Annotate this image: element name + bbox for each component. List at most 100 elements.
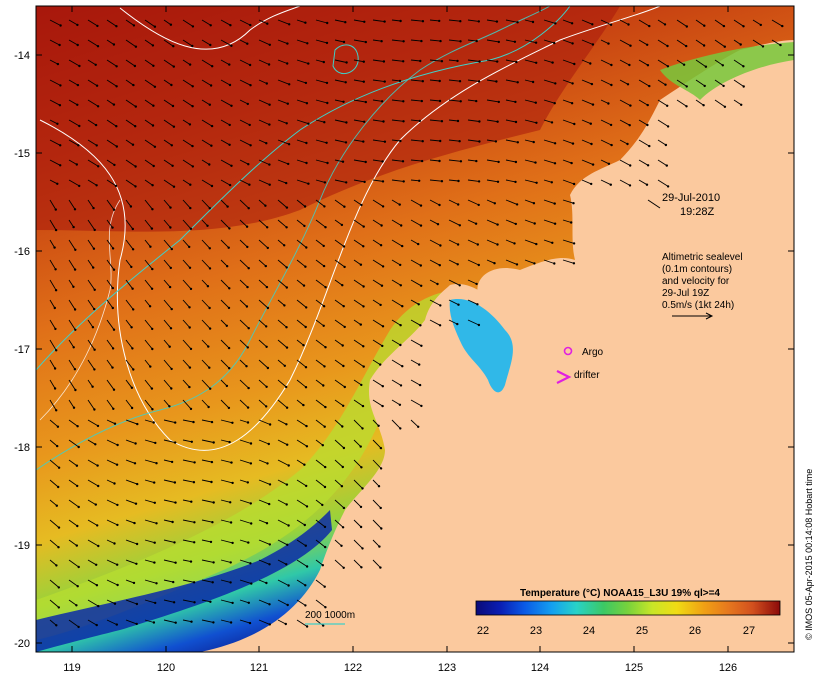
velocity-arrow	[334, 259, 345, 268]
velocity-arrow-head	[704, 65, 708, 68]
velocity-arrow-head	[323, 181, 327, 184]
velocity-arrow	[49, 119, 58, 125]
velocity-arrow-head	[191, 165, 194, 168]
velocity-arrow-head	[304, 604, 307, 607]
velocity-arrow	[144, 459, 157, 464]
velocity-arrow-head	[476, 243, 479, 246]
velocity-arrow-head	[248, 123, 251, 127]
velocity-arrow-head	[268, 623, 271, 626]
velocity-arrow-head	[130, 265, 133, 269]
velocity-arrow	[505, 59, 517, 63]
velocity-arrow-head	[56, 444, 59, 448]
velocity-arrow-head	[341, 465, 344, 469]
velocity-arrow	[296, 339, 304, 346]
velocity-arrow-head	[134, 502, 138, 505]
velocity-arrow	[201, 559, 214, 563]
velocity-arrow-head	[305, 484, 308, 488]
velocity-arrow	[220, 59, 230, 65]
velocity-arrow-head	[477, 323, 481, 327]
velocity-arrow	[258, 199, 266, 207]
velocity-arrow-head	[322, 244, 325, 248]
velocity-arrow-head	[231, 481, 234, 485]
velocity-arrow	[239, 479, 248, 483]
velocity-arrow	[163, 19, 172, 26]
velocity-arrow-head	[93, 368, 96, 371]
velocity-arrow-head	[225, 324, 228, 327]
velocity-arrow-head	[212, 501, 215, 504]
velocity-arrow	[201, 459, 212, 463]
velocity-arrow	[524, 119, 537, 124]
velocity-arrow	[714, 39, 726, 48]
velocity-arrow-head	[325, 41, 329, 45]
velocity-arrow-head	[208, 366, 211, 369]
velocity-arrow-head	[399, 284, 402, 287]
velocity-arrow-head	[285, 385, 288, 389]
velocity-arrow-head	[535, 181, 538, 184]
velocity-arrow-head	[93, 228, 96, 232]
velocity-arrow	[87, 79, 98, 87]
velocity-arrow	[49, 599, 60, 608]
velocity-arrow-head	[115, 463, 119, 466]
velocity-arrow-head	[96, 524, 99, 527]
velocity-arrow	[429, 59, 442, 62]
velocity-arrow	[68, 99, 78, 106]
velocity-arrow-head	[572, 182, 576, 186]
velocity-arrow	[315, 379, 324, 386]
velocity-arrow	[258, 479, 271, 485]
velocity-arrow	[182, 359, 191, 368]
velocity-arrow	[600, 59, 612, 66]
velocity-arrow-head	[77, 445, 80, 449]
colorbar-tick-label: 24	[583, 625, 595, 637]
velocity-arrow	[277, 559, 287, 565]
velocity-arrow	[429, 79, 440, 82]
velocity-arrow-head	[111, 247, 115, 250]
velocity-arrow	[733, 79, 744, 87]
velocity-arrow-head	[383, 80, 386, 83]
velocity-arrow-head	[248, 183, 251, 186]
velocity-arrow	[372, 39, 382, 42]
velocity-arrow	[68, 339, 75, 348]
velocity-arrow-head	[92, 266, 95, 269]
velocity-arrow-head	[228, 367, 231, 370]
velocity-arrow	[296, 499, 308, 507]
velocity-arrow-head	[377, 424, 380, 427]
velocity-arrow	[695, 39, 705, 46]
colorbar-title: Temperature (°C) NOAA15_L3U 19% ql>=4	[520, 588, 720, 599]
velocity-arrow	[258, 459, 268, 464]
velocity-arrow-head	[111, 286, 115, 290]
velocity-arrow	[163, 239, 173, 250]
velocity-arrow-head	[340, 485, 344, 488]
velocity-arrow-head	[57, 546, 60, 549]
velocity-arrow-head	[265, 405, 268, 408]
velocity-arrow-head	[323, 121, 326, 124]
velocity-arrow-head	[115, 85, 118, 88]
velocity-arrow	[144, 219, 153, 229]
velocity-arrow	[505, 159, 516, 163]
velocity-arrow-head	[229, 521, 233, 524]
velocity-arrow-head	[134, 185, 137, 188]
velocity-arrow	[315, 19, 328, 24]
velocity-arrow	[144, 199, 153, 210]
velocity-arrow	[619, 99, 631, 106]
colorbar-tick-label: 25	[636, 625, 648, 637]
velocity-arrow	[315, 39, 328, 44]
velocity-arrow	[182, 259, 191, 269]
velocity-arrow-head	[113, 422, 117, 425]
velocity-arrow	[372, 459, 382, 469]
velocity-arrow-head	[208, 207, 211, 210]
velocity-arrow	[391, 339, 401, 346]
velocity-arrow	[391, 219, 402, 226]
velocity-arrow	[334, 79, 346, 83]
velocity-arrow	[391, 319, 401, 326]
velocity-arrow-head	[206, 285, 210, 288]
velocity-arrow-head	[380, 100, 384, 103]
velocity-arrow	[429, 219, 439, 225]
velocity-arrow-head	[133, 64, 137, 68]
velocity-arrow-head	[589, 62, 592, 65]
velocity-arrow	[543, 119, 553, 123]
velocity-arrow	[505, 239, 515, 244]
velocity-arrow	[163, 439, 176, 444]
x-tick-label: 121	[250, 662, 268, 674]
velocity-arrow-head	[305, 141, 308, 145]
velocity-arrow	[600, 79, 612, 86]
